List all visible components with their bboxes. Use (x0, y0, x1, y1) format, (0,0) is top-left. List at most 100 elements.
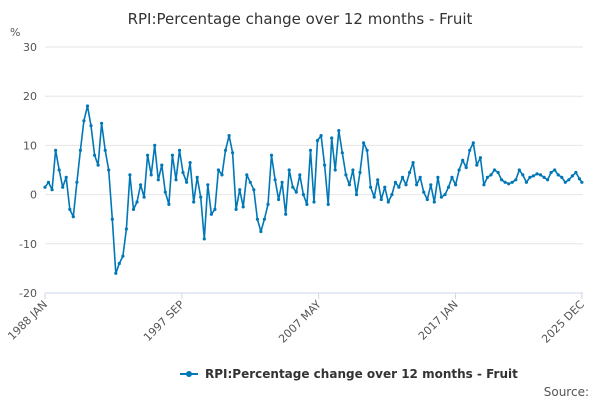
data-point[interactable] (411, 161, 415, 165)
data-point[interactable] (192, 200, 196, 204)
data-point[interactable] (542, 175, 546, 179)
data-point[interactable] (386, 200, 390, 204)
data-point[interactable] (227, 134, 231, 138)
data-point[interactable] (454, 183, 458, 187)
data-point[interactable] (354, 193, 359, 197)
data-point[interactable] (393, 180, 397, 184)
data-point[interactable] (351, 168, 355, 172)
data-point[interactable] (149, 173, 153, 177)
data-point[interactable] (181, 170, 185, 175)
data-point[interactable] (75, 180, 79, 184)
data-point[interactable] (216, 168, 220, 172)
data-point[interactable] (503, 180, 507, 184)
data-point[interactable] (50, 188, 54, 192)
data-point[interactable] (100, 121, 104, 125)
data-point[interactable] (71, 215, 75, 219)
data-point[interactable] (245, 173, 249, 177)
data-point[interactable] (570, 174, 575, 178)
data-point[interactable] (478, 156, 482, 160)
data-point[interactable] (347, 183, 351, 187)
data-point[interactable] (114, 271, 118, 275)
data-point[interactable] (61, 185, 65, 189)
data-point[interactable] (464, 165, 468, 170)
data-point[interactable] (156, 178, 160, 182)
data-point[interactable] (223, 148, 228, 152)
data-point[interactable] (238, 188, 242, 192)
data-point[interactable] (404, 183, 408, 187)
data-point[interactable] (85, 104, 90, 108)
data-point[interactable] (206, 183, 210, 187)
data-point[interactable] (139, 183, 143, 187)
data-point[interactable] (546, 178, 550, 182)
data-point[interactable] (209, 212, 213, 216)
data-point[interactable] (446, 185, 451, 189)
data-point[interactable] (54, 148, 58, 152)
data-point[interactable] (259, 229, 263, 234)
data-point[interactable] (291, 185, 295, 189)
data-point[interactable] (574, 170, 578, 175)
data-point[interactable] (425, 197, 429, 202)
data-point[interactable] (273, 178, 277, 182)
data-point[interactable] (153, 143, 157, 147)
data-point[interactable] (57, 168, 61, 172)
data-point[interactable] (262, 217, 266, 221)
data-point[interactable] (340, 151, 344, 155)
data-point[interactable] (213, 207, 217, 211)
data-point[interactable] (107, 168, 111, 172)
data-point[interactable] (535, 172, 539, 176)
data-point[interactable] (248, 180, 252, 184)
data-point[interactable] (269, 153, 274, 157)
data-point[interactable] (422, 190, 426, 194)
data-point[interactable] (390, 193, 394, 197)
data-point[interactable] (252, 188, 256, 192)
data-point[interactable] (315, 138, 320, 143)
data-point[interactable] (234, 207, 238, 211)
data-point[interactable] (468, 148, 472, 152)
data-point[interactable] (524, 180, 529, 184)
data-point[interactable] (362, 141, 366, 145)
data-point[interactable] (266, 202, 270, 206)
data-point[interactable] (489, 173, 493, 177)
data-point[interactable] (482, 183, 486, 187)
data-point[interactable] (439, 195, 443, 199)
data-point[interactable] (284, 212, 288, 216)
data-point[interactable] (443, 193, 447, 197)
data-point[interactable] (517, 168, 521, 172)
data-point[interactable] (170, 153, 174, 157)
credits-label[interactable]: Source: (544, 385, 589, 399)
data-point[interactable] (280, 180, 284, 184)
data-point[interactable] (163, 190, 167, 194)
data-point[interactable] (358, 170, 362, 175)
data-point[interactable] (457, 168, 461, 172)
data-point[interactable] (326, 202, 330, 206)
data-point[interactable] (475, 163, 479, 167)
data-point[interactable] (432, 200, 436, 204)
data-point[interactable] (68, 207, 72, 211)
data-point[interactable] (369, 185, 373, 189)
data-point[interactable] (305, 202, 309, 206)
data-point[interactable] (188, 161, 192, 165)
data-point[interactable] (308, 148, 313, 152)
data-point[interactable] (110, 217, 114, 221)
data-point[interactable] (379, 197, 383, 202)
data-point[interactable] (450, 175, 454, 179)
data-point[interactable] (241, 205, 245, 209)
legend[interactable]: RPI:Percentage change over 12 months - F… (180, 367, 518, 381)
series-group[interactable] (43, 104, 584, 275)
data-point[interactable] (93, 153, 97, 157)
data-point[interactable] (492, 168, 497, 172)
data-point[interactable] (563, 180, 567, 184)
data-point[interactable] (577, 177, 582, 181)
data-point[interactable] (429, 183, 433, 187)
data-point[interactable] (376, 178, 380, 182)
data-point[interactable] (344, 173, 348, 177)
data-point[interactable] (514, 178, 518, 182)
data-point[interactable] (323, 163, 327, 167)
data-point[interactable] (82, 119, 86, 123)
data-point[interactable] (135, 200, 139, 204)
data-point[interactable] (415, 183, 419, 187)
data-point[interactable] (400, 175, 405, 179)
data-point[interactable] (496, 170, 500, 175)
data-point[interactable] (383, 185, 387, 189)
data-point[interactable] (199, 195, 203, 199)
